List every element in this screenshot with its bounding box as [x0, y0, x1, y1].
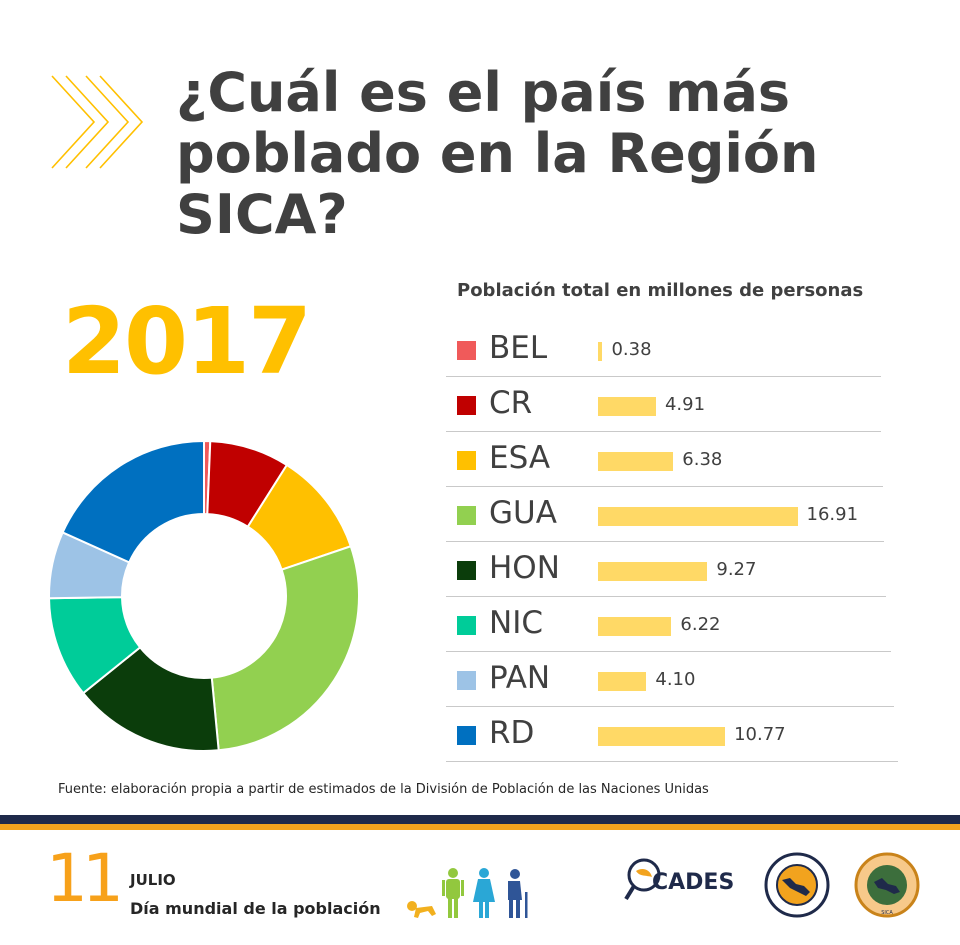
table-row: BEL 0.38: [446, 322, 881, 377]
table-row: ESA 6.38: [446, 432, 883, 487]
year-label: 2017: [62, 288, 312, 395]
cades-logo: CADES: [624, 858, 734, 901]
category-label: HON: [489, 550, 560, 586]
table-row: NIC 6.22: [446, 597, 891, 652]
category-label: BEL: [489, 330, 548, 366]
bar: [598, 342, 603, 361]
elderly-icon: [508, 869, 528, 918]
data-label: 4.10: [655, 669, 696, 690]
bar: [598, 727, 726, 746]
legend-swatch: [457, 396, 476, 415]
data-label: 6.22: [680, 614, 721, 635]
category-label: RD: [489, 715, 535, 751]
table-row: RD 10.77: [446, 707, 898, 762]
legend-swatch: [457, 616, 476, 635]
chevron-right-double-icon: [51, 75, 144, 169]
data-label: 4.91: [664, 394, 706, 415]
cades-logo-text: CADES: [652, 870, 734, 895]
footer-day: 11: [46, 840, 124, 917]
legend-swatch: [457, 451, 476, 470]
data-label: 0.38: [611, 339, 652, 360]
category-label: ESA: [489, 440, 551, 476]
bar: [598, 617, 672, 636]
people-icons: [407, 868, 528, 918]
sica-seal-logo: SICA: [854, 852, 920, 918]
footer-band-navy: [0, 815, 960, 824]
donut-slice-rd: [61, 440, 205, 564]
bar: [598, 672, 647, 691]
category-label: PAN: [489, 660, 551, 696]
table-row: GUA 16.91: [446, 487, 884, 542]
legend-swatch: [457, 726, 476, 745]
bar: [598, 397, 656, 416]
donut-chart: [48, 440, 360, 752]
category-label: CR: [489, 385, 533, 421]
category-label: NIC: [489, 605, 543, 641]
bar: [598, 507, 798, 526]
footer-band-orange: [0, 824, 960, 830]
category-label: GUA: [489, 495, 557, 531]
sisca-seal-logo: [764, 852, 830, 918]
table-row: HON 9.27: [446, 542, 886, 597]
data-label: 9.27: [716, 559, 757, 580]
legend-swatch: [457, 671, 476, 690]
legend-swatch: [457, 561, 476, 580]
table-row: PAN 4.10: [446, 652, 894, 707]
legend-swatch: [457, 341, 476, 360]
data-label: 10.77: [734, 724, 786, 745]
title-line: ¿Cuál es el país más: [176, 61, 791, 124]
baby-icon: [407, 901, 436, 918]
bar: [598, 562, 708, 581]
page-title: ¿Cuál es el país más poblado en la Regió…: [176, 62, 936, 245]
data-label: 6.38: [682, 449, 723, 470]
title-line: SICA?: [176, 183, 348, 246]
bar: [598, 452, 674, 471]
table-row: CR 4.91: [446, 377, 881, 432]
donut-slice-gua: [210, 544, 360, 752]
svg-text:SICA: SICA: [881, 910, 893, 916]
woman-icon: [473, 868, 495, 918]
source-note: Fuente: elaboración propia a partir de e…: [58, 782, 709, 797]
bar-chart: BEL 0.38 CR 4.91 ESA 6.38 GUA 16.91 HON 9.27 NIC 6.…: [446, 322, 898, 762]
footer-event: Día mundial de la población: [130, 899, 381, 918]
title-line: poblado en la Región: [176, 122, 819, 185]
footer-month: JULIO: [130, 871, 176, 889]
man-icon: [442, 868, 464, 918]
chart-subtitle: Población total en millones de personas: [457, 280, 864, 301]
legend-swatch: [457, 506, 476, 525]
data-label: 16.91: [806, 504, 859, 525]
